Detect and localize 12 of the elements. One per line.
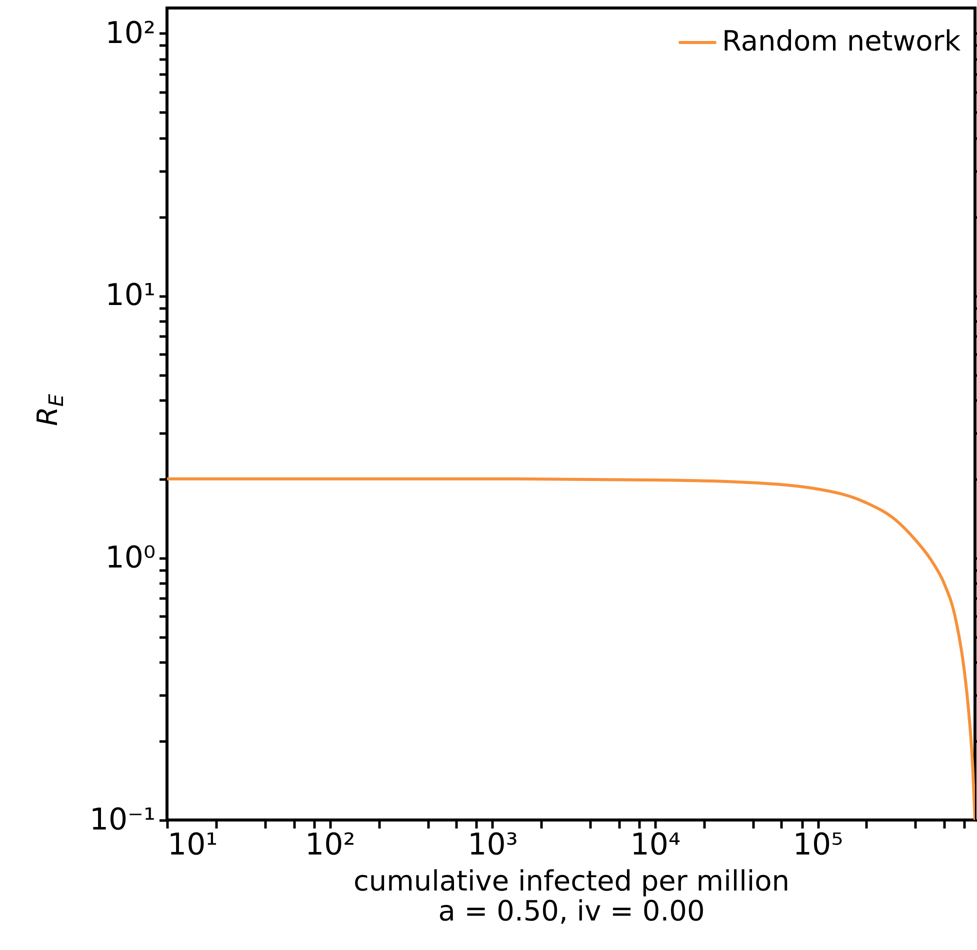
y-tick-label: 10¹ — [105, 278, 156, 314]
y-tick-label: 10² — [105, 16, 156, 51]
y-tick-label: 10⁰ — [105, 540, 156, 576]
x-tick-label: 10⁴ — [630, 828, 680, 862]
x-axis-title: cumulative infected per million — [353, 864, 790, 898]
y-axis-title: RE — [31, 394, 68, 426]
x-tick-label: 10² — [305, 828, 356, 862]
x-tick-label: 10³ — [468, 828, 518, 862]
x-tick-label: 10¹ — [168, 828, 218, 862]
y-tick-label: 10⁻¹ — [89, 802, 156, 838]
legend-label: Random network — [722, 24, 962, 58]
x-tick-label: 10⁵ — [792, 828, 844, 862]
